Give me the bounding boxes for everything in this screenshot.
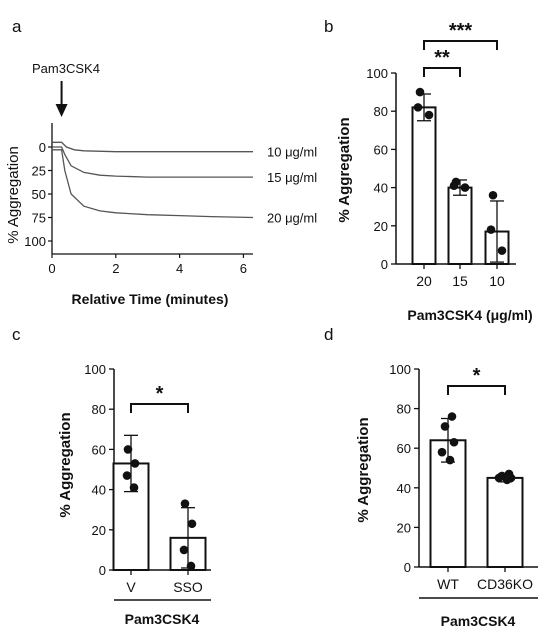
trace-label: 15 μg/ml [267, 170, 317, 185]
x-tick-label: V [126, 579, 136, 595]
x-tick-label: 6 [240, 261, 247, 276]
stimulus-arrow-head [55, 104, 68, 117]
y-tick-label: 80 [374, 104, 388, 119]
bar [411, 106, 437, 265]
panel-letter-a: a [12, 17, 22, 36]
x-axis-title: Pam3CSK4 [441, 613, 516, 629]
x-tick-label: WT [437, 576, 459, 592]
data-point [186, 561, 196, 571]
y-tick-label: 0 [404, 560, 411, 575]
x-axis-title: Pam3CSK4 (μg/ml) [407, 307, 532, 323]
y-axis-title: % Aggregation [5, 146, 22, 244]
significance-bracket [447, 385, 506, 395]
significance-label: *** [449, 20, 473, 42]
y-tick-label: 75 [32, 211, 46, 226]
significance-label: ** [434, 47, 450, 69]
panel-letter-b: b [324, 17, 333, 36]
y-tick-label: 80 [397, 402, 411, 417]
data-point [460, 183, 470, 192]
y-tick-label: 0 [39, 140, 46, 155]
significance-label: * [473, 365, 481, 387]
x-axis-title: Relative Time (minutes) [72, 291, 229, 307]
panel-d-bar-chart: 0 20 40 60 80 100 WT CD36KO * Pam3CSK4 % Aggregati… [355, 362, 538, 629]
y-tick-label: 100 [389, 362, 411, 377]
x-axis-title: Pam3CSK4 [125, 611, 200, 627]
data-point [123, 445, 133, 454]
data-point [180, 499, 190, 508]
bar [447, 186, 473, 266]
data-point [494, 473, 504, 483]
trace-label: 10 μg/ml [267, 145, 317, 160]
significance-bracket [423, 40, 498, 50]
data-point [486, 225, 496, 234]
x-tick-label: CD36KO [477, 576, 533, 592]
panel-c-bar-chart: 0 20 40 60 80 100 V SSO * Pam3CSK4 % Aggregation [57, 362, 211, 627]
data-point [129, 483, 139, 492]
y-tick-label: 50 [32, 187, 46, 202]
trace-line [52, 149, 254, 219]
y-tick-label: 0 [99, 563, 106, 578]
data-point [437, 447, 447, 457]
data-point [415, 87, 425, 97]
data-point [447, 412, 457, 421]
data-point [440, 422, 450, 431]
y-axis-title: % Aggregation [336, 117, 353, 222]
data-point [497, 246, 507, 255]
data-point [424, 110, 434, 120]
y-tick-label: 100 [24, 234, 46, 249]
data-point [502, 475, 512, 485]
data-point [488, 190, 498, 200]
trace-line [52, 141, 253, 153]
x-tick-label: 15 [452, 273, 468, 289]
data-point [130, 459, 140, 468]
y-tick-label: 20 [397, 520, 411, 535]
data-point [179, 545, 189, 555]
data-point [449, 181, 459, 190]
y-tick-label: 60 [92, 442, 106, 457]
y-tick-label: 80 [92, 402, 106, 417]
trace-label: 20 μg/ml [267, 211, 317, 226]
trace-line [52, 146, 253, 178]
data-point [187, 519, 197, 529]
x-tick-label: SSO [173, 579, 203, 595]
bar [486, 476, 524, 568]
y-tick-label: 20 [92, 523, 106, 538]
data-point [449, 437, 459, 447]
y-axis-title: % Aggregation [355, 417, 372, 522]
y-tick-label: 20 [374, 219, 388, 234]
data-point [122, 471, 132, 480]
data-point [445, 455, 455, 465]
x-tick-label: 20 [416, 273, 432, 289]
y-tick-label: 40 [374, 181, 388, 196]
x-tick-label: 0 [48, 261, 55, 276]
y-tick-label: 60 [374, 142, 388, 157]
y-tick-label: 40 [92, 483, 106, 498]
panel-letter-c: c [12, 325, 21, 344]
y-tick-label: 100 [84, 362, 106, 377]
y-tick-label: 40 [397, 481, 411, 496]
y-tick-label: 60 [397, 441, 411, 456]
significance-bracket [130, 403, 189, 413]
panel-letter-d: d [324, 325, 333, 344]
y-tick-label: 0 [381, 257, 388, 272]
significance-label: * [156, 383, 164, 405]
stimulus-annotation: Pam3CSK4 [32, 61, 100, 76]
data-point [413, 103, 423, 112]
y-tick-label: 25 [32, 164, 46, 179]
x-tick-label: 10 [489, 273, 505, 289]
significance-bracket [423, 67, 461, 77]
y-tick-label: 100 [366, 66, 388, 81]
y-axis-title: % Aggregation [57, 412, 74, 517]
x-tick-label: 4 [176, 261, 183, 276]
x-tick-label: 2 [112, 261, 119, 276]
